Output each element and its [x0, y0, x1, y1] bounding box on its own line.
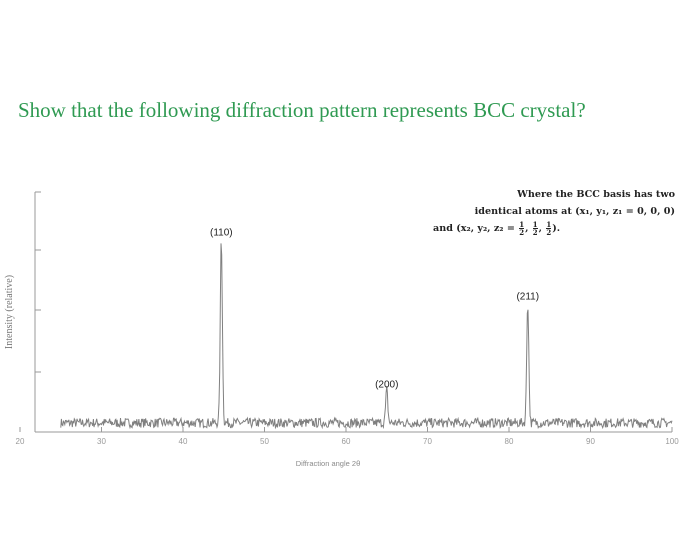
- peak-label: (200): [375, 380, 398, 391]
- x-tick-label: 100: [665, 437, 679, 446]
- note-line-1: Where the BCC basis has two: [517, 189, 675, 200]
- question-text: Show that the following diffraction patt…: [18, 98, 586, 122]
- chart-trace: [60, 243, 673, 430]
- peak-label: (211): [516, 292, 539, 303]
- x-axis-title: Diffraction angle 2θ: [296, 459, 361, 468]
- fraction-num: 1: [546, 220, 552, 229]
- x-tick-label: 70: [423, 437, 432, 446]
- note-line-3-suffix: ).: [552, 223, 561, 234]
- fraction-den: 2: [532, 228, 538, 237]
- fraction-den: 2: [519, 228, 525, 237]
- peak-label: (110): [210, 227, 233, 238]
- x-tick-label: 20: [16, 437, 25, 446]
- y-axis-title: Intensity (relative): [4, 275, 15, 349]
- chart-axes: 20 30 40 50 60 70 80 90 100 Diffraction angle 2θ I…: [4, 191, 679, 468]
- x-tick-label: 50: [260, 437, 269, 446]
- fraction-num: 1: [519, 220, 525, 229]
- x-tick-label: 90: [586, 437, 595, 446]
- fraction-num: 1: [532, 220, 538, 229]
- note-line-2: identical atoms at (x₁, y₁, z₁ = 0, 0, 0…: [474, 206, 675, 217]
- fraction-den: 2: [546, 228, 552, 237]
- x-tick-label: 40: [179, 437, 188, 446]
- chart-labels: (110) (200) (211): [210, 227, 539, 390]
- x-tick-label: 60: [342, 437, 351, 446]
- note-line-3-prefix: and (x₂, y₂, z₂ =: [433, 223, 515, 234]
- x-tick-label: 80: [505, 437, 514, 446]
- diffraction-trace: [60, 243, 673, 430]
- bcc-basis-note: Where the BCC basis has two identical at…: [433, 186, 675, 237]
- x-tick-label: 30: [97, 437, 106, 446]
